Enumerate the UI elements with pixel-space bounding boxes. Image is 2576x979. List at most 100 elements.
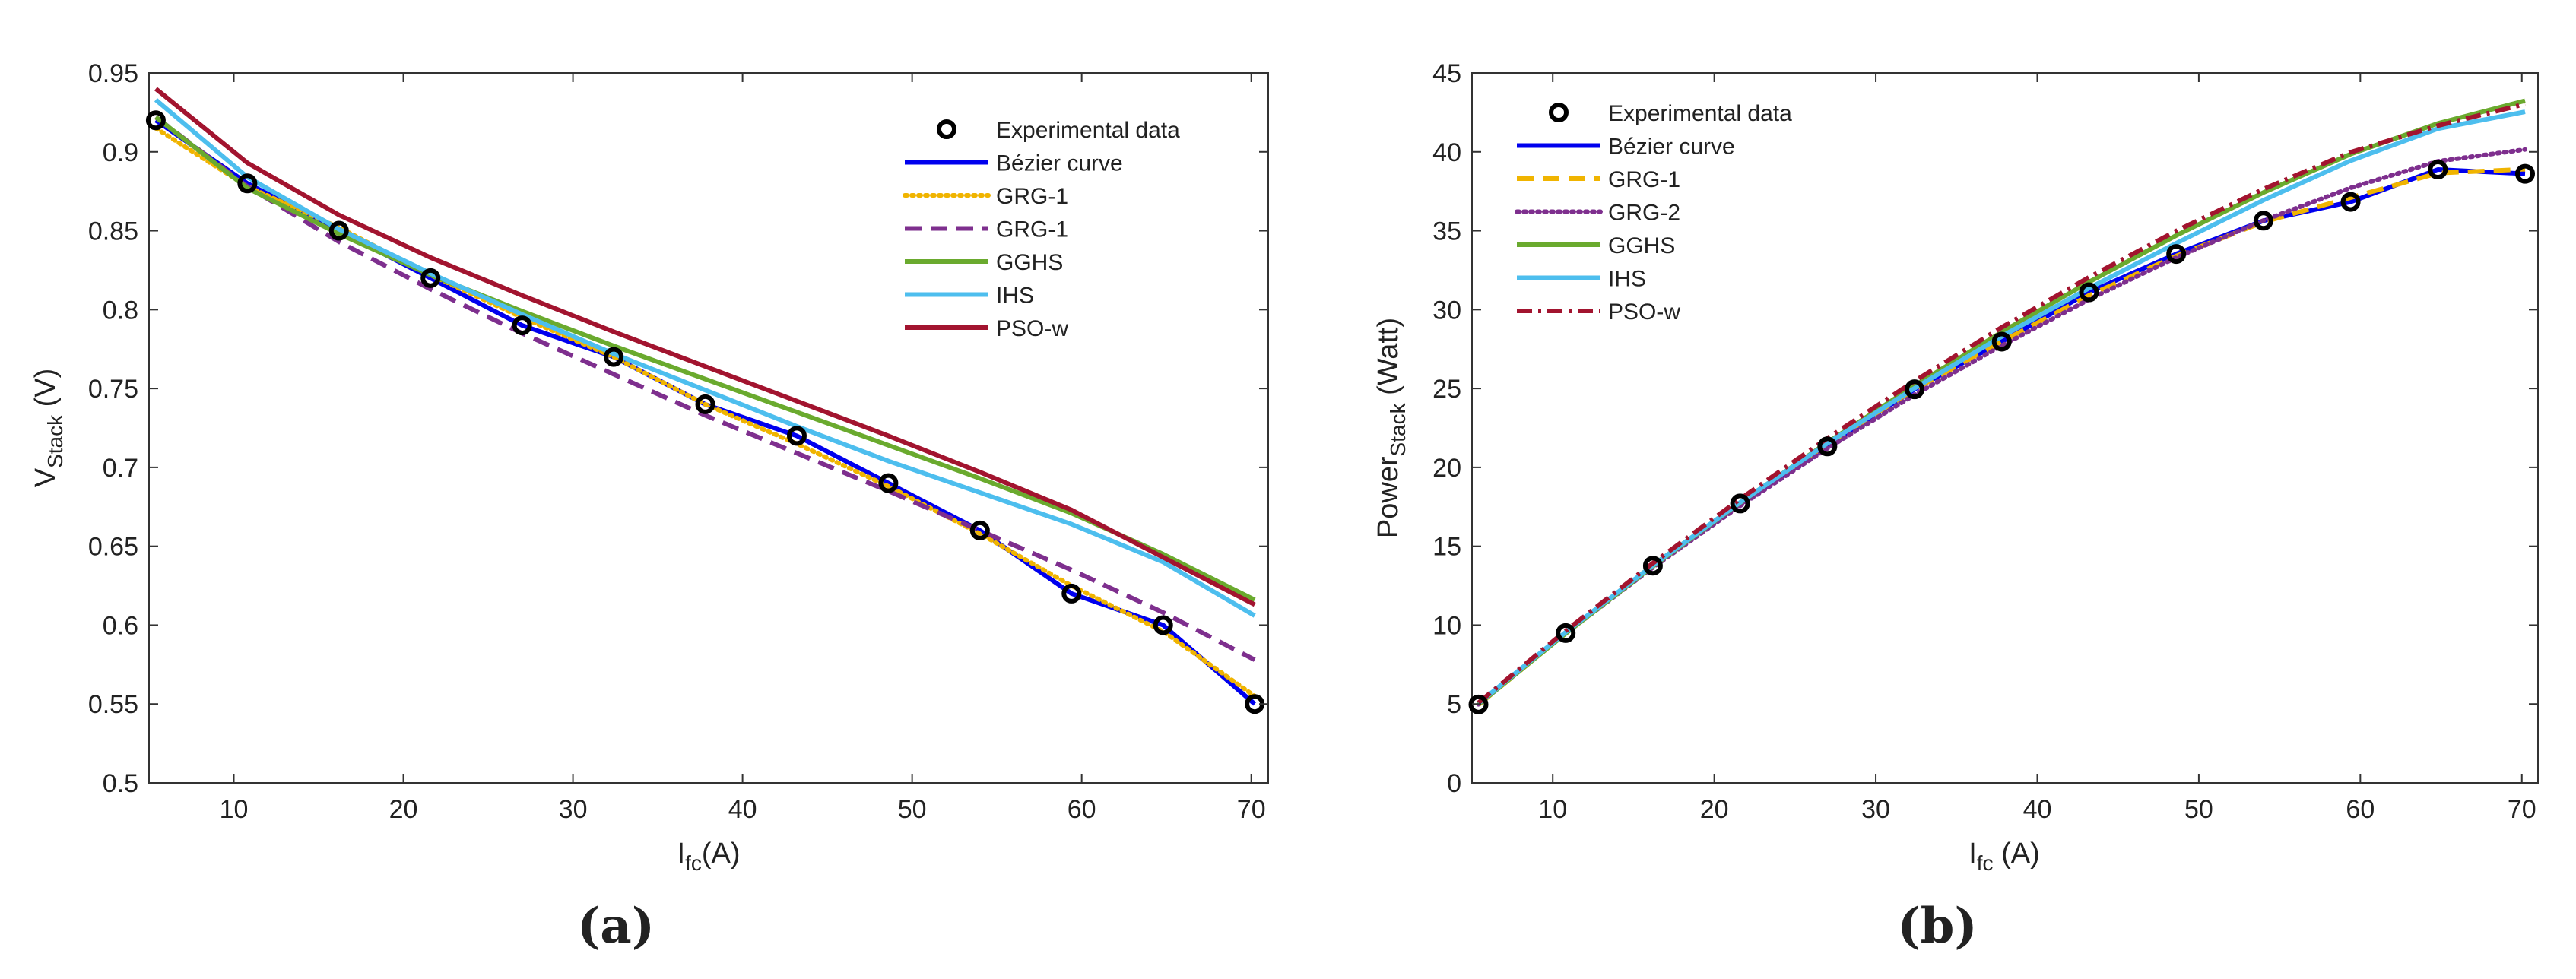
experimental-point xyxy=(420,268,441,288)
series-layer-a xyxy=(145,87,1265,714)
legend-a: Experimental data Bézier curve GRG-1 GRG-1 G… xyxy=(903,118,1180,341)
experimental-point xyxy=(2428,160,2448,180)
legend-label-psow: PSO-w xyxy=(996,316,1068,341)
legend-b: Experimental data Bézier curve GRG-1 GRG-2 G… xyxy=(1515,101,1792,325)
legend-label-ihs: IHS xyxy=(1608,267,1646,292)
series-line-gghs xyxy=(154,115,1256,602)
x-axis-label-b: Ifc (A) xyxy=(1968,838,2040,875)
experimental-point xyxy=(2079,282,2099,303)
chart-power: 0 5 10 15 20 25 30 35 40 45 10 20 30 40 50 60 70 PowerSt… xyxy=(1372,59,2539,955)
legend-item-psow: PSO-w xyxy=(905,316,1068,341)
legend-label-exp: Experimental data xyxy=(1608,101,1792,126)
experimental-point xyxy=(695,394,715,414)
experimental-point xyxy=(2515,163,2536,184)
axes-frame-b xyxy=(1471,72,2539,784)
y-tick-label: 30 xyxy=(1432,296,1461,325)
panel-label-b: (b) xyxy=(1897,898,1977,955)
legend-label-ihs: IHS xyxy=(996,284,1034,309)
y-tick-label: 0.9 xyxy=(103,138,138,167)
legend-item-ihs: IHS xyxy=(905,284,1034,309)
y-tick-label: 0.55 xyxy=(88,690,138,719)
experimental-point xyxy=(237,173,258,194)
x-tick-label: 50 xyxy=(898,795,927,824)
x-tick-label: 30 xyxy=(1861,795,1890,824)
experimental-point xyxy=(1153,615,1173,635)
legend-label-grg2: GRG-1 xyxy=(996,217,1068,242)
y-tick-label: 20 xyxy=(1432,454,1461,483)
x-tick-label: 20 xyxy=(389,795,418,824)
experimental-point xyxy=(2253,211,2273,231)
y-tick-label: 0 xyxy=(1447,769,1461,798)
y-tick-label: 45 xyxy=(1432,59,1461,88)
legend-label-grg1: GRG-1 xyxy=(996,184,1068,209)
legend-marker-exp xyxy=(1549,103,1569,122)
series-line-ihs xyxy=(154,98,1256,618)
legend-item-gghs: GGHS xyxy=(905,250,1063,275)
legend-item-ihs: IHS xyxy=(1517,267,1646,292)
x-tick-label: 50 xyxy=(2184,795,2213,824)
experimental-point xyxy=(145,110,166,131)
axes-box-b xyxy=(1471,72,2539,784)
x-tick-label: 40 xyxy=(2023,795,2052,824)
experimental-point xyxy=(1642,556,1663,576)
panel-label-a: (a) xyxy=(577,898,655,955)
legend-item-bez: Bézier curve xyxy=(1517,135,1735,160)
legend-item-grg1: GRG-1 xyxy=(1517,167,1680,192)
y-tick-label: 0.85 xyxy=(88,217,138,246)
legend-item-grg2: GRG-2 xyxy=(1515,201,1680,226)
legend-label-gghs: GGHS xyxy=(1608,233,1675,258)
experimental-point xyxy=(1905,379,1925,400)
legend-label-bez: Bézier curve xyxy=(1608,135,1735,160)
y-tick-label: 0.75 xyxy=(88,375,138,404)
experimental-point xyxy=(512,315,532,336)
legend-label-psow: PSO-w xyxy=(1608,299,1680,325)
legend-item-exp: Experimental data xyxy=(937,118,1180,143)
y-tick-label: 0.5 xyxy=(103,769,138,798)
axes-box-a xyxy=(148,72,1269,784)
y-tick-label: 25 xyxy=(1432,375,1461,404)
y-tick-label: 0.6 xyxy=(103,611,138,640)
series-line-grg2 xyxy=(154,115,1256,662)
legend-item-grg2: GRG-1 xyxy=(905,217,1068,242)
experimental-point xyxy=(1730,493,1750,514)
ticks-layer-a: 0.5 0.55 0.6 0.65 0.7 0.75 0.8 0.85 0.9 0.95 10 20 3… xyxy=(88,59,1268,824)
x-tick-label: 60 xyxy=(1068,795,1096,824)
y-tick-label: 0.95 xyxy=(88,59,138,88)
experimental-point xyxy=(969,520,990,540)
experimental-point xyxy=(1817,436,1838,457)
legend-label-bez: Bézier curve xyxy=(996,151,1123,176)
legend-item-grg1: GRG-1 xyxy=(903,184,1068,209)
x-tick-label: 10 xyxy=(1538,795,1567,824)
experimental-point xyxy=(1556,623,1576,643)
legend-item-gghs: GGHS xyxy=(1517,233,1675,258)
y-tick-label: 10 xyxy=(1432,611,1461,640)
chart-voltage: 0.5 0.55 0.6 0.65 0.7 0.75 0.8 0.85 0.9 0.95 10 20 3… xyxy=(30,59,1269,955)
x-tick-label: 70 xyxy=(1237,795,1266,824)
series-layer-b xyxy=(1468,98,2536,714)
x-tick-label: 10 xyxy=(220,795,249,824)
y-tick-label: 0.8 xyxy=(103,296,138,325)
y-tick-label: 35 xyxy=(1432,217,1461,246)
y-tick-label: 40 xyxy=(1432,138,1461,167)
experimental-point xyxy=(786,426,807,446)
legend-item-psow: PSO-w xyxy=(1517,299,1680,325)
legend-label-grg2: GRG-2 xyxy=(1608,201,1680,226)
legend-item-exp: Experimental data xyxy=(1549,101,1792,126)
y-tick-label: 5 xyxy=(1447,690,1461,719)
experimental-point xyxy=(1061,583,1082,604)
experimental-point xyxy=(1468,694,1489,714)
legend-marker-exp xyxy=(937,119,956,139)
legend-item-bez: Bézier curve xyxy=(905,151,1123,176)
experimental-point xyxy=(2340,192,2361,212)
experimental-point xyxy=(2166,244,2187,265)
experimental-point xyxy=(878,473,899,493)
y-tick-label: 15 xyxy=(1432,533,1461,562)
axes-frame-a xyxy=(148,72,1269,784)
y-axis-label-b: PowerStack (Watt) xyxy=(1372,318,1410,538)
experimental-point xyxy=(328,220,349,241)
experimental-point xyxy=(604,347,624,367)
x-tick-label: 20 xyxy=(1700,795,1729,824)
y-tick-label: 0.7 xyxy=(103,454,138,483)
